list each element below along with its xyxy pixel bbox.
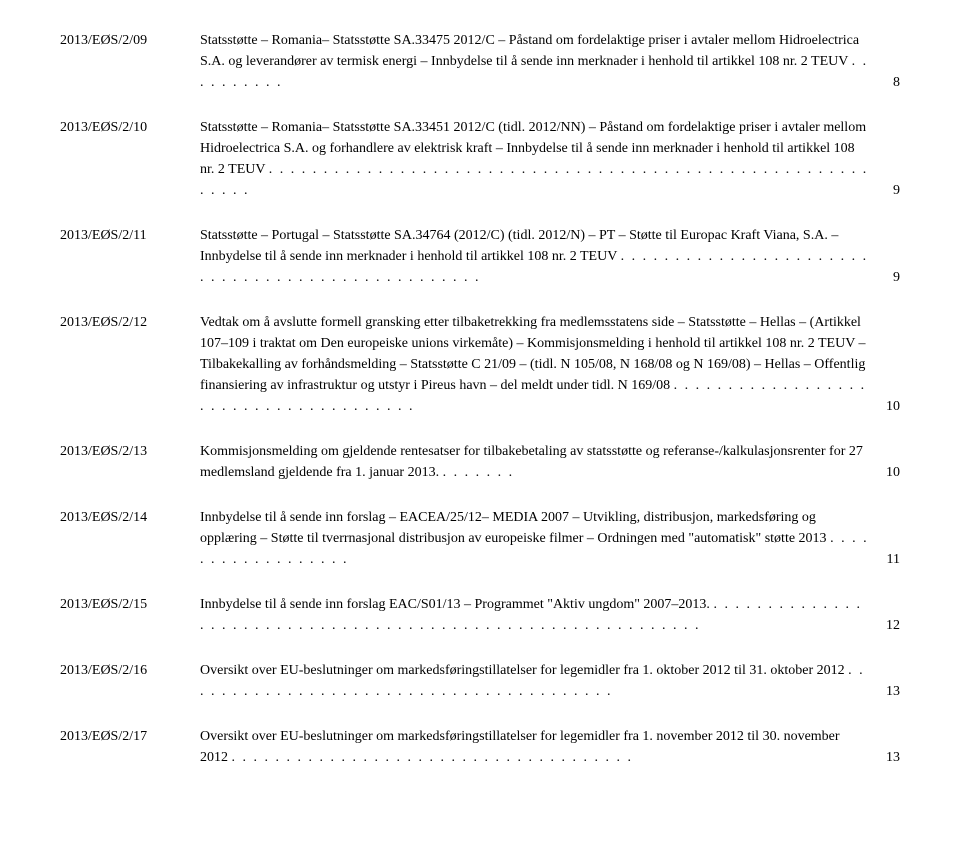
entry-description: Kommisjonsmelding om gjeldende rentesats… (200, 444, 863, 480)
entry-id: 2013/EØS/2/11 (60, 225, 200, 288)
entry-page-number: 10 (870, 396, 900, 417)
entry-content: Oversikt over EU-beslutninger om markeds… (200, 726, 900, 768)
entry-page-number: 12 (870, 615, 900, 636)
entry-content: Innbydelse til å sende inn forslag EAC/S… (200, 594, 900, 636)
entry-text: Innbydelse til å sende inn forslag EAC/S… (200, 594, 870, 636)
entry-content: Statsstøtte – Portugal – Statsstøtte SA.… (200, 225, 900, 288)
entry-text: Innbydelse til å sende inn forslag – EAC… (200, 507, 870, 570)
entry-text: Kommisjonsmelding om gjeldende rentesats… (200, 441, 870, 483)
toc-entry: 2013/EØS/2/17Oversikt over EU-beslutning… (60, 726, 900, 768)
leader-dots: . . . . . . . . . . . . . . . . . . . . … (232, 750, 634, 765)
entry-page-number: 13 (870, 747, 900, 768)
leader-dots: . . . . . . . (443, 465, 515, 480)
entry-text: Vedtak om å avslutte formell gransking e… (200, 312, 870, 417)
entry-content: Statsstøtte – Romania– Statsstøtte SA.33… (200, 30, 900, 93)
table-of-contents: 2013/EØS/2/09Statsstøtte – Romania– Stat… (60, 30, 900, 768)
entry-id: 2013/EØS/2/17 (60, 726, 200, 768)
entry-content: Statsstøtte – Romania– Statsstøtte SA.33… (200, 117, 900, 201)
entry-text: Statsstøtte – Romania– Statsstøtte SA.33… (200, 117, 870, 201)
toc-entry: 2013/EØS/2/12Vedtak om å avslutte formel… (60, 312, 900, 417)
entry-page-number: 9 (870, 180, 900, 201)
entry-text: Oversikt over EU-beslutninger om markeds… (200, 660, 870, 702)
entry-description: Innbydelse til å sende inn forslag EAC/S… (200, 597, 710, 612)
entry-page-number: 9 (870, 267, 900, 288)
entry-page-number: 8 (870, 72, 900, 93)
entry-id: 2013/EØS/2/12 (60, 312, 200, 417)
toc-entry: 2013/EØS/2/09Statsstøtte – Romania– Stat… (60, 30, 900, 93)
toc-entry: 2013/EØS/2/16Oversikt over EU-beslutning… (60, 660, 900, 702)
entry-text: Statsstøtte – Romania– Statsstøtte SA.33… (200, 30, 870, 93)
entry-id: 2013/EØS/2/09 (60, 30, 200, 93)
toc-entry: 2013/EØS/2/15Innbydelse til å sende inn … (60, 594, 900, 636)
toc-entry: 2013/EØS/2/13Kommisjonsmelding om gjelde… (60, 441, 900, 483)
entry-content: Vedtak om å avslutte formell gransking e… (200, 312, 900, 417)
entry-content: Innbydelse til å sende inn forslag – EAC… (200, 507, 900, 570)
entry-id: 2013/EØS/2/10 (60, 117, 200, 201)
entry-id: 2013/EØS/2/14 (60, 507, 200, 570)
toc-entry: 2013/EØS/2/14Innbydelse til å sende inn … (60, 507, 900, 570)
toc-entry: 2013/EØS/2/11Statsstøtte – Portugal – St… (60, 225, 900, 288)
entry-description: Oversikt over EU-beslutninger om markeds… (200, 663, 845, 678)
entry-description: Innbydelse til å sende inn forslag – EAC… (200, 510, 827, 546)
entry-id: 2013/EØS/2/15 (60, 594, 200, 636)
entry-content: Kommisjonsmelding om gjeldende rentesats… (200, 441, 900, 483)
entry-page-number: 11 (870, 549, 900, 570)
entry-page-number: 13 (870, 681, 900, 702)
entry-page-number: 10 (870, 462, 900, 483)
toc-entry: 2013/EØS/2/10Statsstøtte – Romania– Stat… (60, 117, 900, 201)
entry-id: 2013/EØS/2/16 (60, 660, 200, 702)
entry-description: Statsstøtte – Romania– Statsstøtte SA.33… (200, 33, 859, 69)
entry-content: Oversikt over EU-beslutninger om markeds… (200, 660, 900, 702)
entry-id: 2013/EØS/2/13 (60, 441, 200, 483)
leader-dots: . . . . . . . . . . . . . . . . . . . . … (200, 162, 868, 198)
entry-text: Statsstøtte – Portugal – Statsstøtte SA.… (200, 225, 870, 288)
entry-text: Oversikt over EU-beslutninger om markeds… (200, 726, 870, 768)
